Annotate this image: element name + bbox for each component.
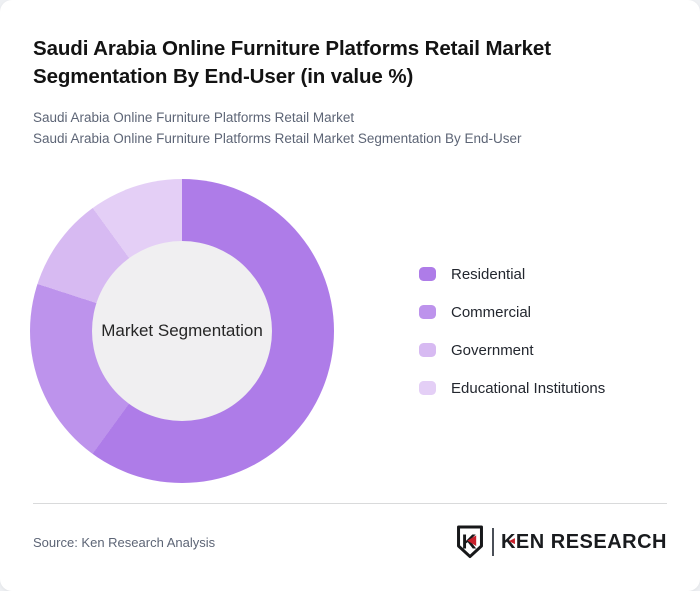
legend-label-residential: Residential [451,265,526,283]
donut-chart: Market Segmentation [30,179,334,484]
footer: Source: Ken Research Analysis K KEN RESE… [33,524,667,560]
legend-item-government: Government [419,340,605,360]
legend-item-educational-institutions: Educational Institutions [419,378,605,398]
shield-red-triangle-icon [467,535,477,547]
logo-red-triangle-icon: ◄ [506,535,517,547]
legend-item-residential: Residential [419,264,605,284]
page-title: Saudi Arabia Online Furniture Platforms … [33,37,551,89]
legend-swatch-commercial [419,305,436,320]
subtitle-line-2: Saudi Arabia Online Furniture Platforms … [33,131,522,147]
legend-swatch-residential [419,267,436,282]
logo-separator [491,528,494,557]
chart-subtitles: Saudi Arabia Online Furniture Platforms … [33,107,667,149]
logo-text: KEN RESEARCH [500,530,667,553]
legend-label-commercial: Commercial [451,303,532,321]
legend-item-commercial: Commercial [419,302,605,322]
legend-label-educational-institutions: Educational Institutions [451,379,606,397]
chart-legend: Residential Commercial Government Educat… [419,264,605,398]
ken-research-logo: K KEN RESEARCH ◄ [455,524,667,560]
legend-label-government: Government [451,341,534,359]
logo-wordmark: KEN RESEARCH ◄ [501,531,667,554]
ken-research-shield-icon: K [456,525,483,559]
donut-center: Market Segmentation [92,241,272,422]
legend-swatch-government [419,343,436,358]
legend-swatch-educational-institutions [419,381,436,396]
subtitle-line-1: Saudi Arabia Online Furniture Platforms … [33,110,355,126]
footer-divider [33,503,667,505]
donut-center-label: Market Segmentation [101,321,263,341]
chart-area: Market Segmentation Residential Commerci… [30,179,667,484]
source-note: Source: Ken Research Analysis [33,534,216,550]
svg-text:K: K [462,532,477,554]
